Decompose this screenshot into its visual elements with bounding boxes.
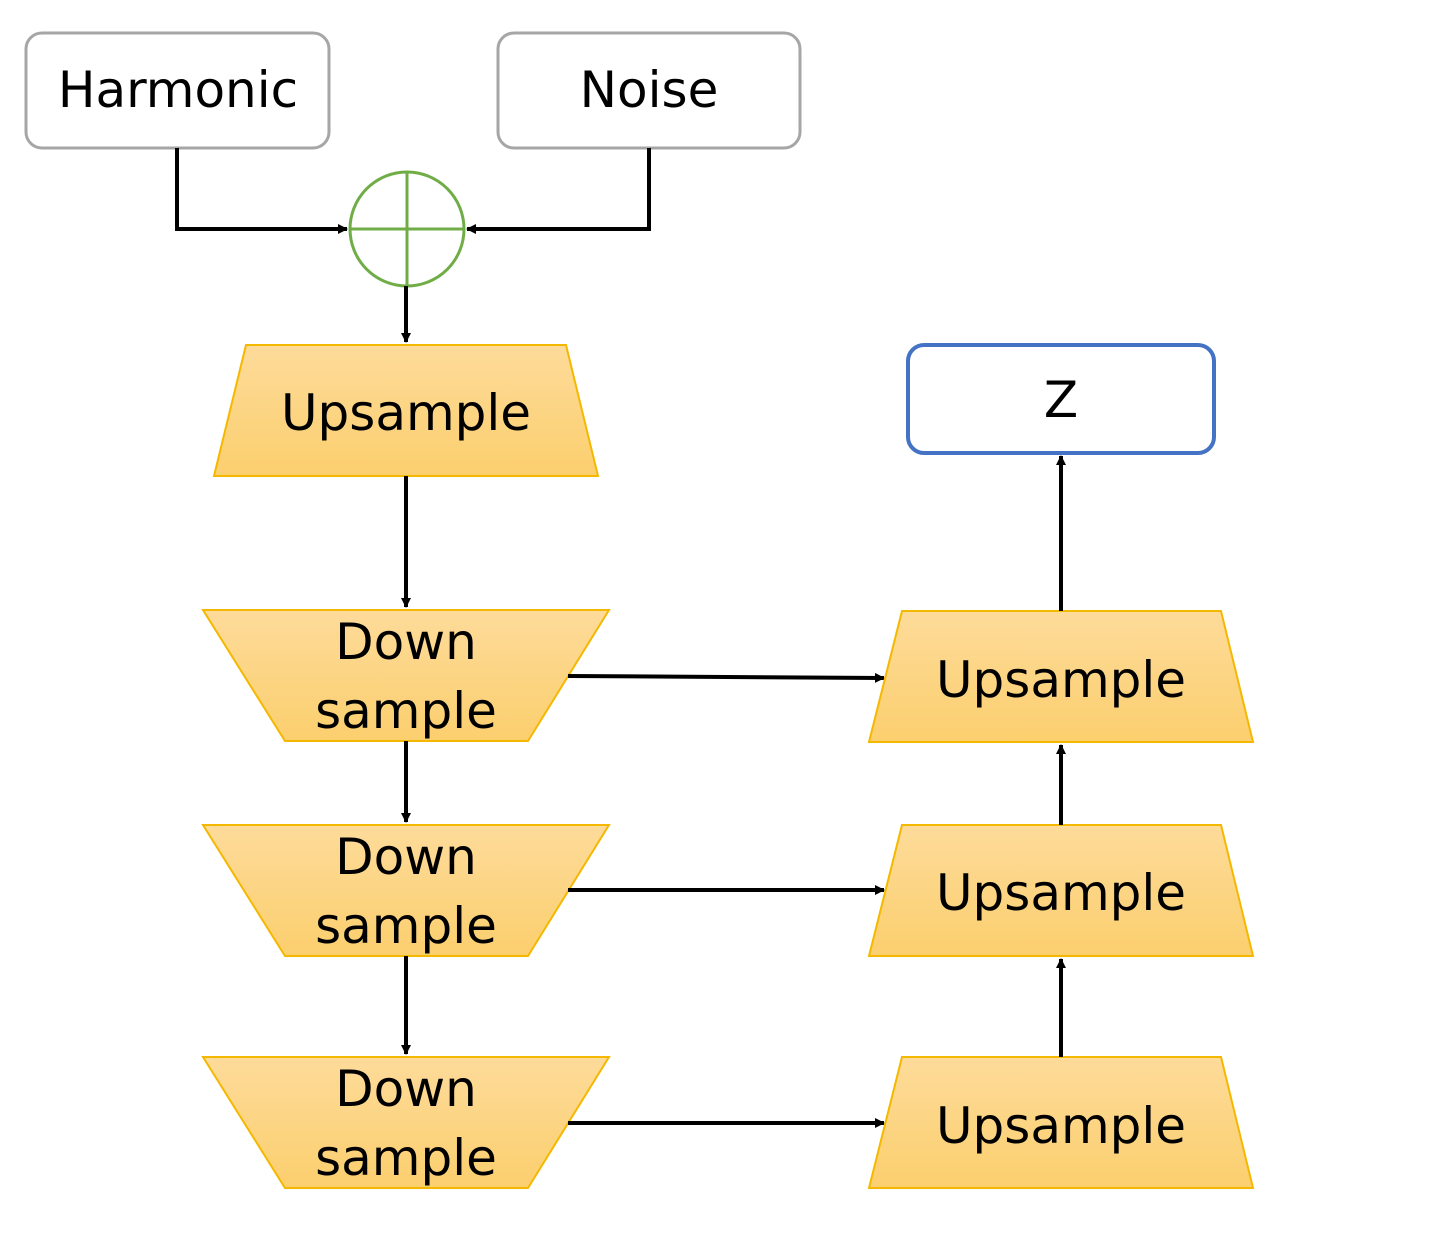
output-z-box: Z: [906, 343, 1216, 455]
output-z-label: Z: [1044, 371, 1078, 429]
noise-label: Noise: [580, 61, 719, 119]
encoder-upsample-label: Upsample: [281, 384, 531, 442]
down-sample-2-line1: Down: [335, 828, 477, 886]
decoder-upsample-1-label: Upsample: [936, 651, 1186, 709]
down-sample-block-3: Down sample: [201, 1056, 611, 1189]
noise-input-box: Noise: [496, 31, 802, 150]
decoder-upsample-block-3: Upsample: [867, 1056, 1255, 1189]
skip-connection-1-arrow: [567, 672, 885, 683]
down-sample-3-line2: sample: [315, 1129, 497, 1187]
down-sample-3-line1: Down: [335, 1060, 477, 1118]
harmonic-input-box: Harmonic: [24, 31, 331, 150]
down-sample-block-2: Down sample: [201, 824, 611, 957]
down-sample-1-line2: sample: [315, 682, 497, 740]
decoder-upsample-block-1: Upsample: [867, 610, 1255, 743]
down-sample-block-1: Down sample: [201, 609, 611, 742]
harmonic-label: Harmonic: [58, 61, 298, 119]
harmonic-to-sum-arrow: [175, 148, 348, 234]
sum-node: [348, 170, 466, 288]
encoder-upsample-block: Upsample: [212, 344, 600, 477]
down-sample-2-line2: sample: [315, 897, 497, 955]
decoder-upsample-3-label: Upsample: [936, 1097, 1186, 1155]
noise-to-sum-arrow: [466, 148, 651, 234]
down-sample-1-line1: Down: [335, 613, 477, 671]
decoder-upsample-block-2: Upsample: [867, 824, 1255, 957]
decoder-upsample-2-label: Upsample: [936, 864, 1186, 922]
